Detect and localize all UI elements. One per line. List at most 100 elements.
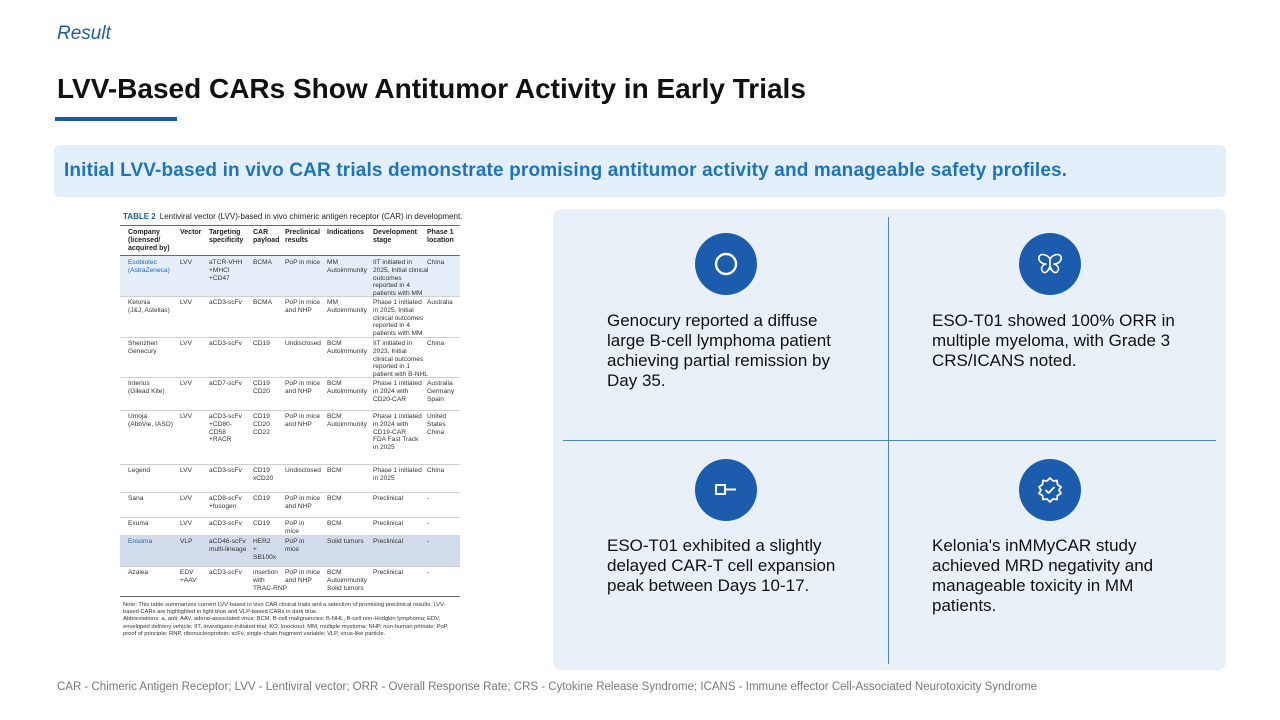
table-cell-indications: Solid tumors [327,538,364,545]
table-row: Exuma LVV aCD3-scFv CD19 PoP in mice BCM Precl… [120,517,460,536]
table-cell-targeting: aCD3-scFv [209,520,242,527]
table-cell-payload: BCMA [253,299,273,306]
table-cell-preclinical: PoP in mice and NHP [285,380,321,395]
table-cell-location: Australia [427,299,453,306]
table-cell-payload: BCMA [253,259,273,266]
table-cell-stage: IIT initiated in 2023, Initial clinical … [373,340,428,379]
finding-kelonia: Kelonia's inMMyCAR study achieved MRD ne… [932,536,1154,615]
horizontal-divider [563,440,1216,441]
table-header-vector: Vector [180,229,202,236]
table-cell-payload: CD19 [253,495,270,502]
table-cell-stage: Preclinical [373,569,404,576]
table-cell-location: China [427,467,445,474]
table-cell-location: - [427,495,430,502]
table-cell-preclinical: Undisclosed [285,467,321,474]
table-cell-vector: EDV +AAV [180,569,197,584]
table-cell-location: China [427,259,445,266]
table-row: Esobiotec (AstraZeneca) LVV aTCR-VHH +MHCI… [120,256,460,297]
table-caption: TABLE 2 Lentiviral vector (LVV)-based in … [123,212,462,221]
slide-title: LVV-Based CARs Show Antitumor Activity i… [57,73,806,104]
table-cell-company: Umoja (AbbVie, IASO) [128,413,173,428]
table-figure: TABLE 2 Lentiviral vector (LVV)-based in … [120,210,462,645]
table-row: Interius (Gilead Kite) LVV aCD7-scFv CD19 C… [120,377,460,411]
table-cell-vector: LVV [180,299,192,306]
table-cell-stage: Phase 1 initiated in 2025 [373,467,422,482]
table-bottom-rule [120,596,460,597]
table-cell-targeting: aTCR-VHH +MHCI +CD47 [209,259,243,282]
table-cell-location: United States China [427,413,447,436]
table-cell-company: Interius (Gilead Kite) [128,380,165,395]
table-row: Kelonia (J&J, Astellas) LVV aCD3-scFv BCMA P… [120,296,460,338]
table-cell-payload: CD19 [253,340,270,347]
table-row: Umoja (AbbVie, IASO) LVV aCD3-scFv +CD80- … [120,410,460,465]
table-header-stage: Development stage [373,229,417,244]
table-cell-payload: HER2 + SB100x [253,538,277,561]
table-cell-indications: MM Autoimmunity [327,299,367,314]
table-cell-indications: BCM Autoimmunity [327,380,367,395]
table-note: Note: This table summarizes current LVV-… [123,602,449,637]
banner-text: Initial LVV-based in vivo CAR trials dem… [64,160,1068,181]
table-cell-targeting: aCD3-scFv [209,467,242,474]
table-cell-payload: CD19 [253,520,270,527]
table-cell-indications: BCM [327,467,342,474]
table-cell-preclinical: PoP in mice and NHP [285,299,321,314]
table-cell-preclinical: Undisclosed [285,340,321,347]
table-cell-targeting: aCD8-scFv +fusogen [209,495,242,510]
table-cell-vector: LVV [180,259,192,266]
table-cell-vector: LVV [180,380,192,387]
table-cell-vector: LVV [180,413,192,420]
table-cell-location: China [427,340,445,347]
highlight-banner: Initial LVV-based in vivo CAR trials dem… [54,145,1226,197]
table-cell-stage: Phase 1 initiated in 2024 with CD19-CAR … [373,413,422,452]
table-cell-payload: CD19 CD20 CD22 [253,413,270,436]
table-cell-company: Ensoma [128,538,153,545]
table-row: Sana LVV aCD8-scFv +fusogen CD19 PoP in mice… [120,492,460,518]
table-cell-targeting: aCD7-scFv [209,380,242,387]
finding-eso-t01-orr: ESO-T01 showed 100% ORR in multiple myel… [932,311,1175,370]
table-cell-company: Kelonia (J&J, Astellas) [128,299,170,314]
table-cell-company: Azalea [128,569,149,576]
table-header-location: Phase 1 location [427,229,454,244]
table-cell-vector: LVV [180,495,192,502]
table-cell-targeting: aCD3-scFv +CD80- CD58 +RACR [209,413,242,444]
table-cell-location: - [427,569,430,576]
table-cell-company: Legend [128,467,151,474]
table-cell-stage: IIT initiated in 2025, Initial clinical … [373,259,429,298]
table-cell-stage: Preclinical [373,520,404,527]
table-header-targeting: Targeting specificity [209,229,244,244]
table-cell-preclinical: PoP in mice [285,520,305,535]
table-cell-targeting: aCD3-scFv [209,340,242,347]
table-cell-stage: Preclinical [373,538,404,545]
table-cell-indications: BCM [327,495,342,502]
table-cell-company: Exuma [128,520,149,527]
table-cell-vector: LVV [180,467,192,474]
table-cell-preclinical: PoP in mice and NHP [285,413,321,428]
table-cell-stage: Phase 1 initiated in 2024 with CD20-CAR [373,380,422,403]
table-cell-preclinical: PoP in mice and NHP [285,495,321,510]
table-cell-location: - [427,538,430,545]
section-label: Result [57,23,111,44]
table-cell-preclinical: PoP in mice and NHP [285,569,321,584]
table-cell-company: Sana [128,495,144,502]
key-icon [695,459,757,521]
table-row: Azalea EDV +AAV aCD3-scFv insertion with TR… [120,566,460,597]
table-row: Legend LVV aCD3-scFv CD19 xCD20 Undisclosed B… [120,464,460,493]
table-cell-vector: LVV [180,340,192,347]
table-cell-preclinical: PoP in mice [285,259,321,266]
table-caption-tag: TABLE 2 [123,212,156,221]
table-cell-payload: CD19 CD20 [253,380,270,395]
table-row: Ensoma VLP aCD46-scFv multi-lineage HER2 + … [120,535,460,567]
table-header-payload: CAR payload [253,229,280,244]
table-cell-targeting: aCD3-scFv [209,569,242,576]
table-cell-payload: insertion with TRAC-RNP [253,569,288,592]
table-caption-text: Lentiviral vector (LVV)-based in vivo ch… [159,212,463,221]
table-cell-company: Shenzhen Genecury [128,340,158,355]
table-top-rule [120,225,460,226]
footnote: CAR - Chimeric Antigen Receptor; LVV - L… [57,681,1037,693]
table-header-indications: Indications [327,229,364,236]
table-cell-targeting: aCD3-scFv [209,299,242,306]
table-cell-indications: BCM Autoimmunity [327,340,367,355]
table-header-rule [120,255,460,256]
findings-panel: Genocury reported a diffuse large B-cell… [553,209,1226,670]
table-cell-stage: Preclinical [373,495,404,502]
